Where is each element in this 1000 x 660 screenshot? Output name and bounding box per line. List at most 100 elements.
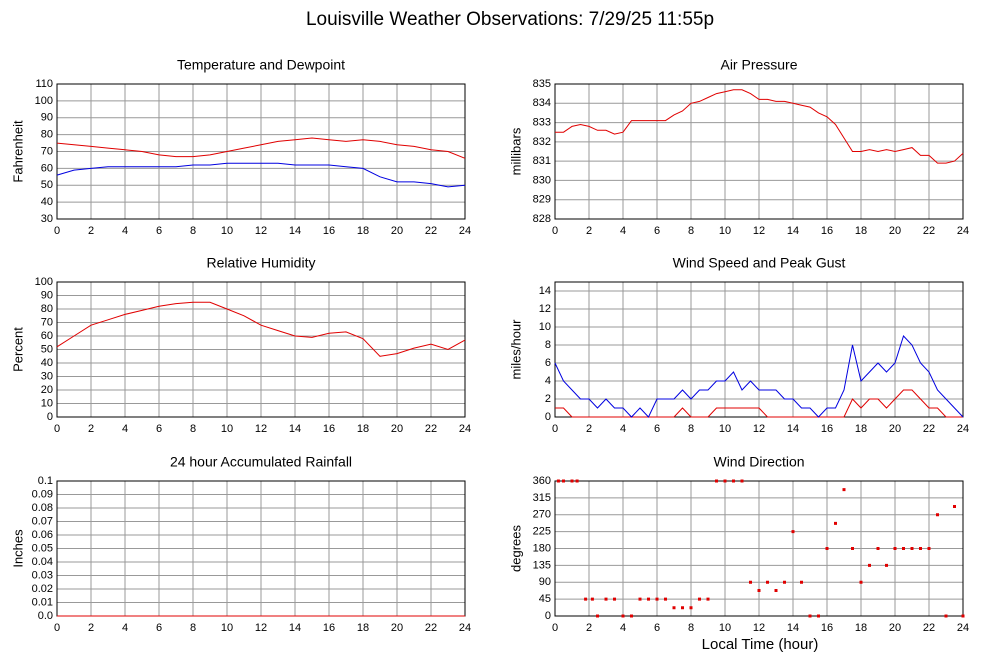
y-tick-label: 0.05 [32,542,53,554]
point [630,614,633,618]
x-tick-label: 2 [586,622,592,634]
y-tick-label: 0.09 [32,488,53,500]
y-tick-label: 50 [41,343,53,355]
x-tick-label: 12 [255,622,267,634]
x-tick-label: 16 [821,622,833,634]
x-tick-label: 0 [54,622,60,634]
x-tick-label: 22 [923,622,935,634]
y-tick-label: 45 [539,593,551,605]
y-tick-label: 10 [539,321,551,333]
point [885,563,888,567]
x-tick-label: 2 [586,423,592,435]
point [584,597,588,601]
x-tick-label: 6 [156,225,162,237]
y-tick-label: 40 [41,196,53,208]
y-tick-label: 315 [533,492,551,504]
x-tick-label: 20 [391,225,403,237]
x-tick-label: 14 [289,423,301,435]
point [575,479,579,483]
point [766,580,769,584]
x-tick-label: 22 [425,423,437,435]
point [621,614,625,618]
panel-title: Relative Humidity [207,255,316,271]
x-tick-label: 10 [719,423,731,435]
y-tick-label: 80 [41,129,53,141]
point [655,597,659,601]
y-tick-label: 50 [41,179,53,191]
y-tick-label: 135 [533,559,551,571]
point [842,488,846,492]
page-title: Louisville Weather Observations: 7/29/25… [306,9,714,30]
x-tick-label: 14 [787,225,799,237]
y-axis-label: Percent [10,327,25,372]
y-tick-label: 0 [47,411,53,423]
y-tick-label: 832 [533,136,551,148]
x-tick-label: 24 [957,423,969,435]
point [851,547,854,550]
x-tick-label: 6 [156,622,162,634]
point [893,547,897,550]
y-tick-label: 70 [41,316,53,328]
y-tick-label: 90 [41,289,53,301]
y-tick-label: 80 [41,303,53,315]
y-tick-label: 270 [533,509,551,521]
y-tick-label: 6 [545,357,551,369]
x-tick-label: 0 [54,225,60,237]
y-tick-label: 60 [41,162,53,174]
x-tick-label: 20 [889,423,901,435]
series-line [56,301,466,357]
x-tick-label: 4 [620,225,626,237]
y-tick-label: 829 [533,194,551,206]
x-tick-label: 12 [255,423,267,435]
x-tick-label: 16 [821,423,833,435]
point [919,547,922,550]
y-tick-label: 835 [533,78,551,90]
point [638,597,642,601]
plot-frame [554,83,964,220]
panel-title: 24 hour Accumulated Rainfall [170,454,352,470]
x-tick-label: 20 [889,622,901,634]
x-tick-label: 6 [156,423,162,435]
x-tick-label: 6 [654,622,660,634]
point [749,580,752,584]
y-axis-label: Inches [10,529,25,568]
plot-frame [554,281,964,418]
x-tick-label: 22 [923,225,935,237]
y-tick-label: 14 [539,285,551,297]
x-tick-label: 8 [190,622,196,634]
panel-title: Wind Speed and Peak Gust [673,255,846,271]
x-tick-label: 18 [357,622,369,634]
x-tick-label: 12 [753,225,765,237]
point [953,505,956,508]
y-tick-label: 30 [41,370,53,382]
x-tick-label: 6 [654,423,660,435]
x-tick-label: 20 [391,622,403,634]
point [604,597,608,601]
y-tick-label: 0.03 [32,569,53,581]
point [562,479,565,483]
y-tick-label: 0 [545,610,551,622]
y-axis-label: degrees [508,525,523,572]
point [791,530,795,534]
y-tick-label: 0 [545,411,551,423]
point [868,563,871,567]
y-tick-label: 70 [41,145,53,157]
x-tick-label: 0 [552,622,558,634]
y-tick-label: 0.08 [32,502,53,514]
y-tick-label: 40 [41,357,53,369]
y-tick-label: 833 [533,116,551,128]
panel-title: Wind Direction [713,454,804,470]
y-tick-label: 225 [533,526,551,538]
x-tick-label: 14 [787,622,799,634]
point [800,580,803,584]
point [723,479,727,483]
x-tick-label: 4 [122,622,128,634]
x-tick-label: 20 [391,423,403,435]
x-tick-label: 14 [289,225,301,237]
series-line [555,89,964,164]
point [876,547,880,550]
x-tick-label: 2 [88,622,94,634]
x-tick-label: 22 [425,622,437,634]
x-tick-label: 2 [88,423,94,435]
